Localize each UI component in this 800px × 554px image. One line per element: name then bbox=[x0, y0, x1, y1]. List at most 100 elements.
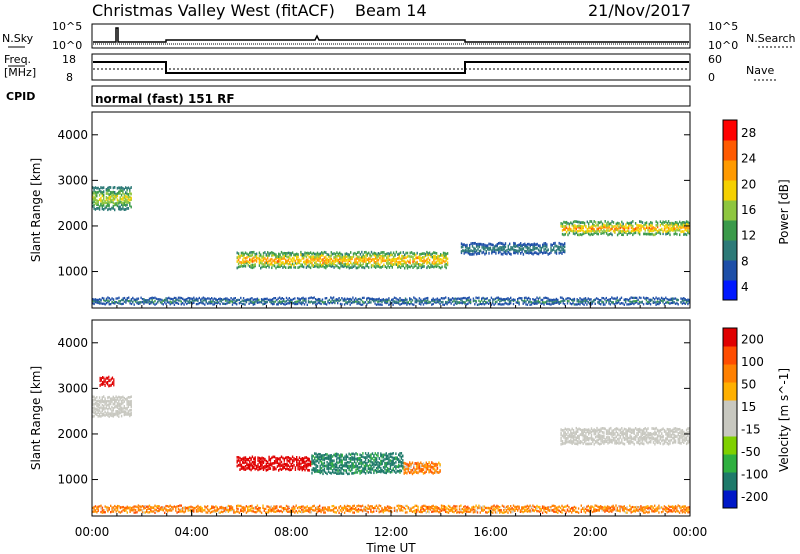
data-cell bbox=[301, 466, 303, 469]
data-cell bbox=[250, 463, 252, 467]
data-cell bbox=[340, 469, 342, 473]
data-cell bbox=[364, 461, 367, 464]
data-cell bbox=[469, 250, 471, 253]
data-cell bbox=[404, 261, 406, 265]
data-cell bbox=[365, 260, 367, 263]
data-cell bbox=[341, 510, 343, 513]
data-cell bbox=[103, 509, 105, 512]
data-cell bbox=[280, 256, 283, 259]
data-cell bbox=[601, 438, 604, 441]
data-cell bbox=[100, 406, 102, 409]
data-cell bbox=[285, 508, 288, 511]
data-cell bbox=[605, 232, 608, 235]
data-cell bbox=[103, 408, 105, 411]
data-cell bbox=[93, 398, 95, 402]
data-cell bbox=[662, 434, 664, 438]
data-cell bbox=[100, 411, 102, 414]
data-cell bbox=[96, 301, 98, 304]
data-cell bbox=[553, 302, 555, 305]
data-cell bbox=[155, 297, 158, 300]
data-cell bbox=[293, 257, 295, 260]
data-cell bbox=[565, 437, 568, 440]
data-cell bbox=[96, 191, 98, 194]
data-cell bbox=[643, 428, 645, 431]
data-cell bbox=[268, 458, 270, 462]
data-cell bbox=[329, 259, 331, 263]
data-cell bbox=[373, 300, 375, 303]
data-cell bbox=[288, 505, 290, 509]
data-cell bbox=[366, 506, 368, 510]
data-cell bbox=[406, 251, 409, 255]
data-cell bbox=[261, 265, 263, 269]
data-cell bbox=[445, 259, 447, 262]
data-cell bbox=[201, 302, 203, 305]
data-cell bbox=[283, 299, 285, 303]
data-cell bbox=[279, 467, 281, 471]
data-cell bbox=[244, 257, 247, 260]
data-cell bbox=[272, 264, 274, 267]
data-cell bbox=[119, 196, 121, 200]
data-cell bbox=[399, 299, 401, 302]
data-cell bbox=[649, 299, 652, 303]
data-cell bbox=[648, 440, 650, 444]
data-cell bbox=[190, 300, 192, 304]
data-cell bbox=[649, 298, 652, 301]
data-cell bbox=[118, 296, 120, 299]
data-cell bbox=[245, 505, 248, 508]
data-cell bbox=[612, 429, 615, 432]
data-cell bbox=[104, 402, 106, 406]
data-cell bbox=[424, 254, 427, 258]
data-cell bbox=[371, 511, 373, 514]
data-cell bbox=[316, 469, 319, 472]
data-cell bbox=[410, 470, 412, 474]
data-cell bbox=[330, 296, 332, 299]
data-cell bbox=[283, 302, 285, 306]
velocity-data-layer bbox=[92, 375, 690, 514]
data-cell bbox=[528, 251, 530, 255]
data-cell bbox=[565, 433, 568, 436]
data-cell bbox=[118, 205, 120, 209]
data-cell bbox=[406, 264, 409, 267]
data-cell bbox=[274, 297, 277, 300]
data-cell bbox=[492, 247, 494, 250]
data-cell bbox=[98, 406, 101, 410]
data-cell bbox=[557, 245, 559, 249]
data-cell bbox=[507, 298, 509, 302]
data-cell bbox=[251, 510, 253, 513]
data-cell bbox=[503, 250, 505, 254]
data-cell bbox=[100, 298, 102, 301]
data-cell bbox=[148, 511, 151, 514]
data-cell bbox=[244, 251, 247, 255]
data-cell bbox=[98, 188, 101, 191]
data-cell bbox=[673, 438, 675, 442]
data-cell bbox=[390, 251, 392, 255]
data-cell bbox=[100, 382, 102, 386]
data-cell bbox=[412, 260, 414, 263]
data-cell bbox=[302, 299, 304, 302]
data-cell bbox=[622, 224, 624, 228]
data-cell bbox=[648, 230, 650, 233]
data-cell bbox=[399, 257, 402, 261]
data-cell bbox=[242, 254, 244, 258]
data-cell bbox=[352, 504, 354, 508]
data-cell bbox=[370, 505, 372, 508]
data-cell bbox=[126, 199, 128, 202]
data-cell bbox=[632, 441, 634, 444]
data-cell bbox=[375, 457, 378, 460]
data-cell bbox=[254, 255, 256, 258]
data-cell bbox=[669, 298, 671, 301]
data-cell bbox=[410, 301, 412, 304]
data-cell bbox=[341, 461, 343, 465]
data-cell bbox=[651, 232, 653, 236]
data-cell bbox=[597, 224, 599, 227]
data-cell bbox=[485, 245, 487, 249]
data-cell bbox=[118, 302, 120, 305]
data-cell bbox=[411, 299, 414, 302]
data-cell bbox=[575, 426, 577, 430]
data-cell bbox=[685, 431, 688, 435]
data-cell bbox=[93, 200, 95, 204]
data-cell bbox=[544, 301, 547, 304]
data-cell bbox=[155, 510, 158, 513]
data-cell bbox=[560, 442, 562, 446]
data-cell bbox=[307, 251, 309, 255]
